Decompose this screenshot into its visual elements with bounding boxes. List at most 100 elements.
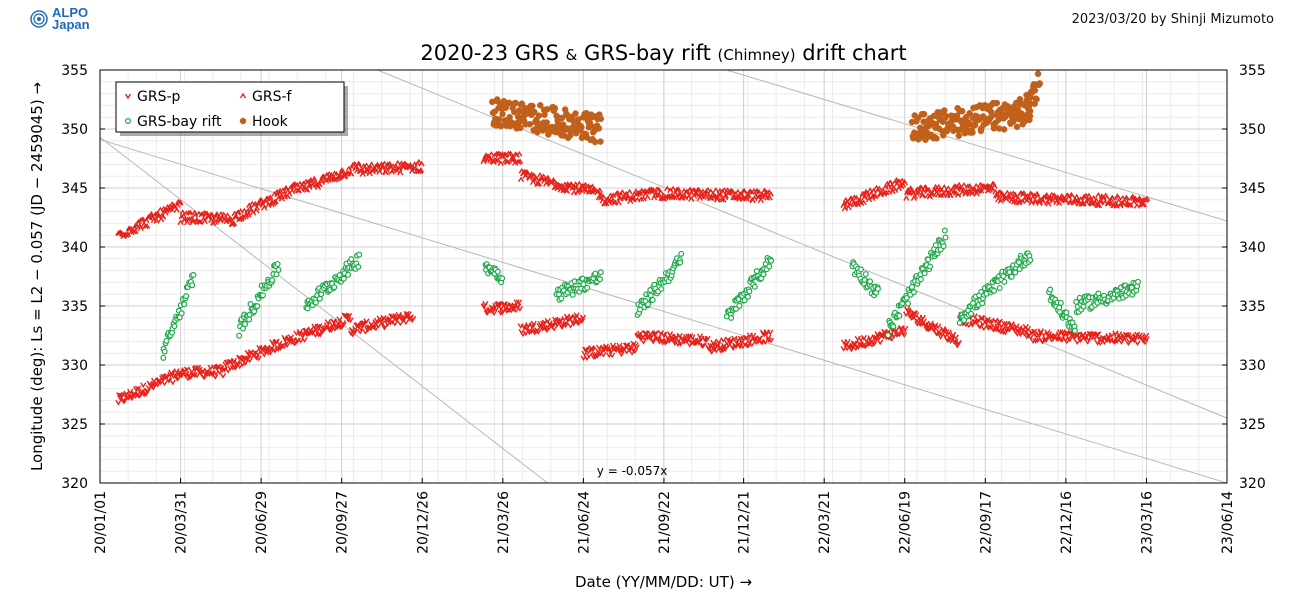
legend-box — [115, 81, 345, 133]
grs-f-point — [896, 178, 903, 185]
grs-p-point — [236, 354, 243, 361]
grs-f-point — [1115, 194, 1122, 201]
grs-p-point — [651, 330, 658, 337]
grs-p-point — [247, 349, 254, 355]
credit-text: 2023/03/20 by Shinji Mizumoto — [1071, 12, 1274, 27]
hook-point — [1010, 118, 1017, 125]
grs-p-point — [860, 334, 867, 341]
bay-rift-point — [678, 250, 685, 257]
grs-f-point — [1090, 200, 1097, 206]
grs-f-point — [675, 186, 682, 192]
grs-f-point — [600, 193, 607, 200]
bay-rift-point — [304, 305, 311, 312]
grs-p-point — [253, 354, 260, 361]
grs-f-point — [883, 189, 890, 196]
grs-f-point — [358, 167, 366, 174]
hook-point — [591, 138, 599, 146]
grs-p-point — [1024, 325, 1031, 332]
grs-p-point — [877, 339, 884, 346]
grs-f-point — [737, 191, 744, 198]
grs-p-point — [963, 321, 970, 328]
grs-p-point — [380, 314, 387, 321]
grs-p-point — [765, 337, 772, 343]
grs-p-point — [921, 321, 928, 328]
bay-rift-point — [941, 227, 948, 234]
grs-f-point — [556, 182, 563, 189]
y-tick-label: 320 — [61, 476, 88, 492]
grs-f-point — [708, 195, 715, 202]
grs-p-point — [925, 326, 932, 333]
grs-f-point — [876, 185, 883, 192]
grs-p-point — [513, 299, 520, 305]
grs-p-point — [316, 323, 323, 329]
grs-f-point — [180, 212, 187, 219]
bay-rift-point — [921, 270, 928, 277]
grs-f-point — [1109, 195, 1116, 201]
grs-p-point — [980, 325, 987, 332]
bay-rift-point — [927, 263, 934, 270]
grs-f-point — [383, 167, 390, 173]
grs-f-point — [488, 151, 495, 157]
bay-rift-point — [760, 271, 767, 278]
grs-p-point — [917, 321, 924, 328]
chart-title-part: drift chart — [796, 41, 907, 65]
bay-rift-point — [178, 310, 185, 317]
grs-f-point — [178, 213, 185, 220]
grs-p-point — [1084, 339, 1091, 345]
grs-f-point — [132, 228, 139, 235]
grs-f-point — [992, 192, 1000, 199]
bay-rift-point — [649, 296, 656, 303]
grs-f-point — [580, 182, 588, 189]
logo-line-2: Japan — [52, 17, 90, 32]
data-points — [115, 70, 1151, 406]
grs-p-point — [932, 322, 939, 329]
grs-p-point — [539, 325, 546, 332]
grs-f-point — [268, 201, 275, 208]
grs-f-point — [748, 189, 755, 195]
grs-f-point — [1137, 197, 1144, 203]
grs-f-point — [286, 191, 293, 197]
hook-point — [955, 132, 963, 139]
grs-f-point — [719, 188, 726, 195]
grs-p-point — [987, 324, 994, 331]
grs-f-point — [1141, 196, 1149, 203]
alpo-japan-logo: ALPO Japan — [30, 6, 90, 32]
hook-point — [529, 102, 536, 110]
grs-p-point — [317, 331, 324, 338]
grs-p-point — [908, 315, 915, 321]
grs-f-point — [240, 214, 247, 220]
grs-p-point — [748, 341, 755, 348]
grs-p-point — [955, 339, 962, 346]
grs-f-point — [186, 215, 193, 222]
grs-f-point — [619, 189, 626, 195]
grs-f-point — [1127, 202, 1134, 208]
hook-point — [537, 102, 544, 109]
grs-p-point — [975, 317, 982, 324]
hook-point — [966, 110, 973, 117]
grs-p-point — [1118, 339, 1125, 345]
grs-p-point — [1043, 337, 1050, 343]
grs-f-point — [976, 187, 983, 193]
grs-f-point — [208, 211, 216, 218]
hook-point — [958, 107, 966, 115]
grs-f-point — [997, 198, 1004, 204]
grs-f-point — [302, 186, 309, 193]
grs-f-point — [250, 209, 257, 216]
grs-f-point — [1096, 199, 1104, 205]
grs-p-point — [154, 381, 161, 388]
hook-point — [531, 108, 538, 116]
grs-p-point — [943, 329, 950, 335]
bay-rift-point — [596, 276, 603, 283]
grs-p-point — [219, 373, 227, 379]
grs-f-point — [1077, 196, 1084, 203]
grs-f-point — [543, 181, 550, 187]
grs-p-point — [860, 342, 867, 349]
grs-p-point — [570, 320, 577, 327]
grs-p-point — [1063, 338, 1070, 345]
y-tick-label: 325 — [61, 417, 88, 433]
grs-f-point — [142, 223, 149, 230]
grs-p-point — [767, 337, 775, 344]
hook-point — [1031, 87, 1039, 94]
grs-f-point — [865, 193, 872, 200]
grs-p-point — [1108, 332, 1115, 338]
